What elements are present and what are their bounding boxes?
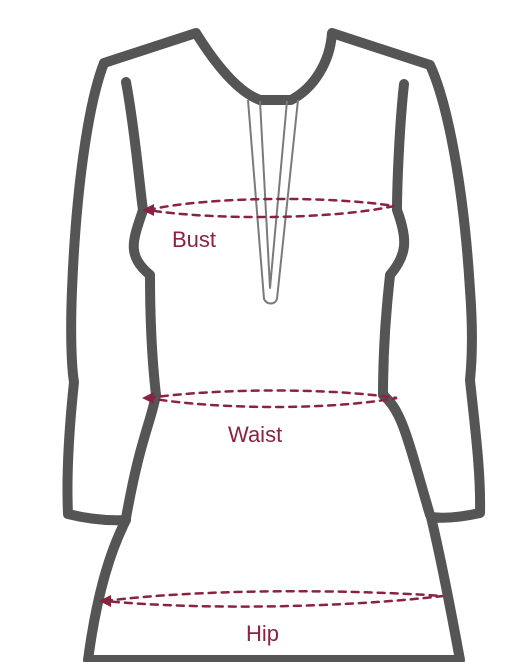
bust-label: Bust bbox=[172, 227, 217, 252]
body-outline-path bbox=[62, 28, 486, 662]
hip-label: Hip bbox=[246, 621, 280, 646]
measurement-arrow-tips bbox=[99, 204, 154, 607]
neckline-placket bbox=[247, 99, 299, 305]
bust-measure-line bbox=[146, 197, 395, 219]
waist-label: Waist bbox=[228, 422, 283, 447]
garment-outline bbox=[62, 28, 486, 662]
placket-outer-path bbox=[247, 99, 299, 305]
waist-measure-line bbox=[146, 389, 398, 409]
hip-arrow-tip bbox=[99, 595, 111, 607]
placket-inner-path bbox=[259, 100, 288, 289]
waist-arrow-tip bbox=[142, 392, 154, 404]
hip-measure-line bbox=[103, 590, 444, 608]
measurement-guides bbox=[103, 197, 444, 608]
bust-arrow-tip bbox=[142, 204, 154, 216]
left-sleeve-seam bbox=[121, 77, 161, 523]
right-sleeve-seam bbox=[378, 79, 435, 520]
